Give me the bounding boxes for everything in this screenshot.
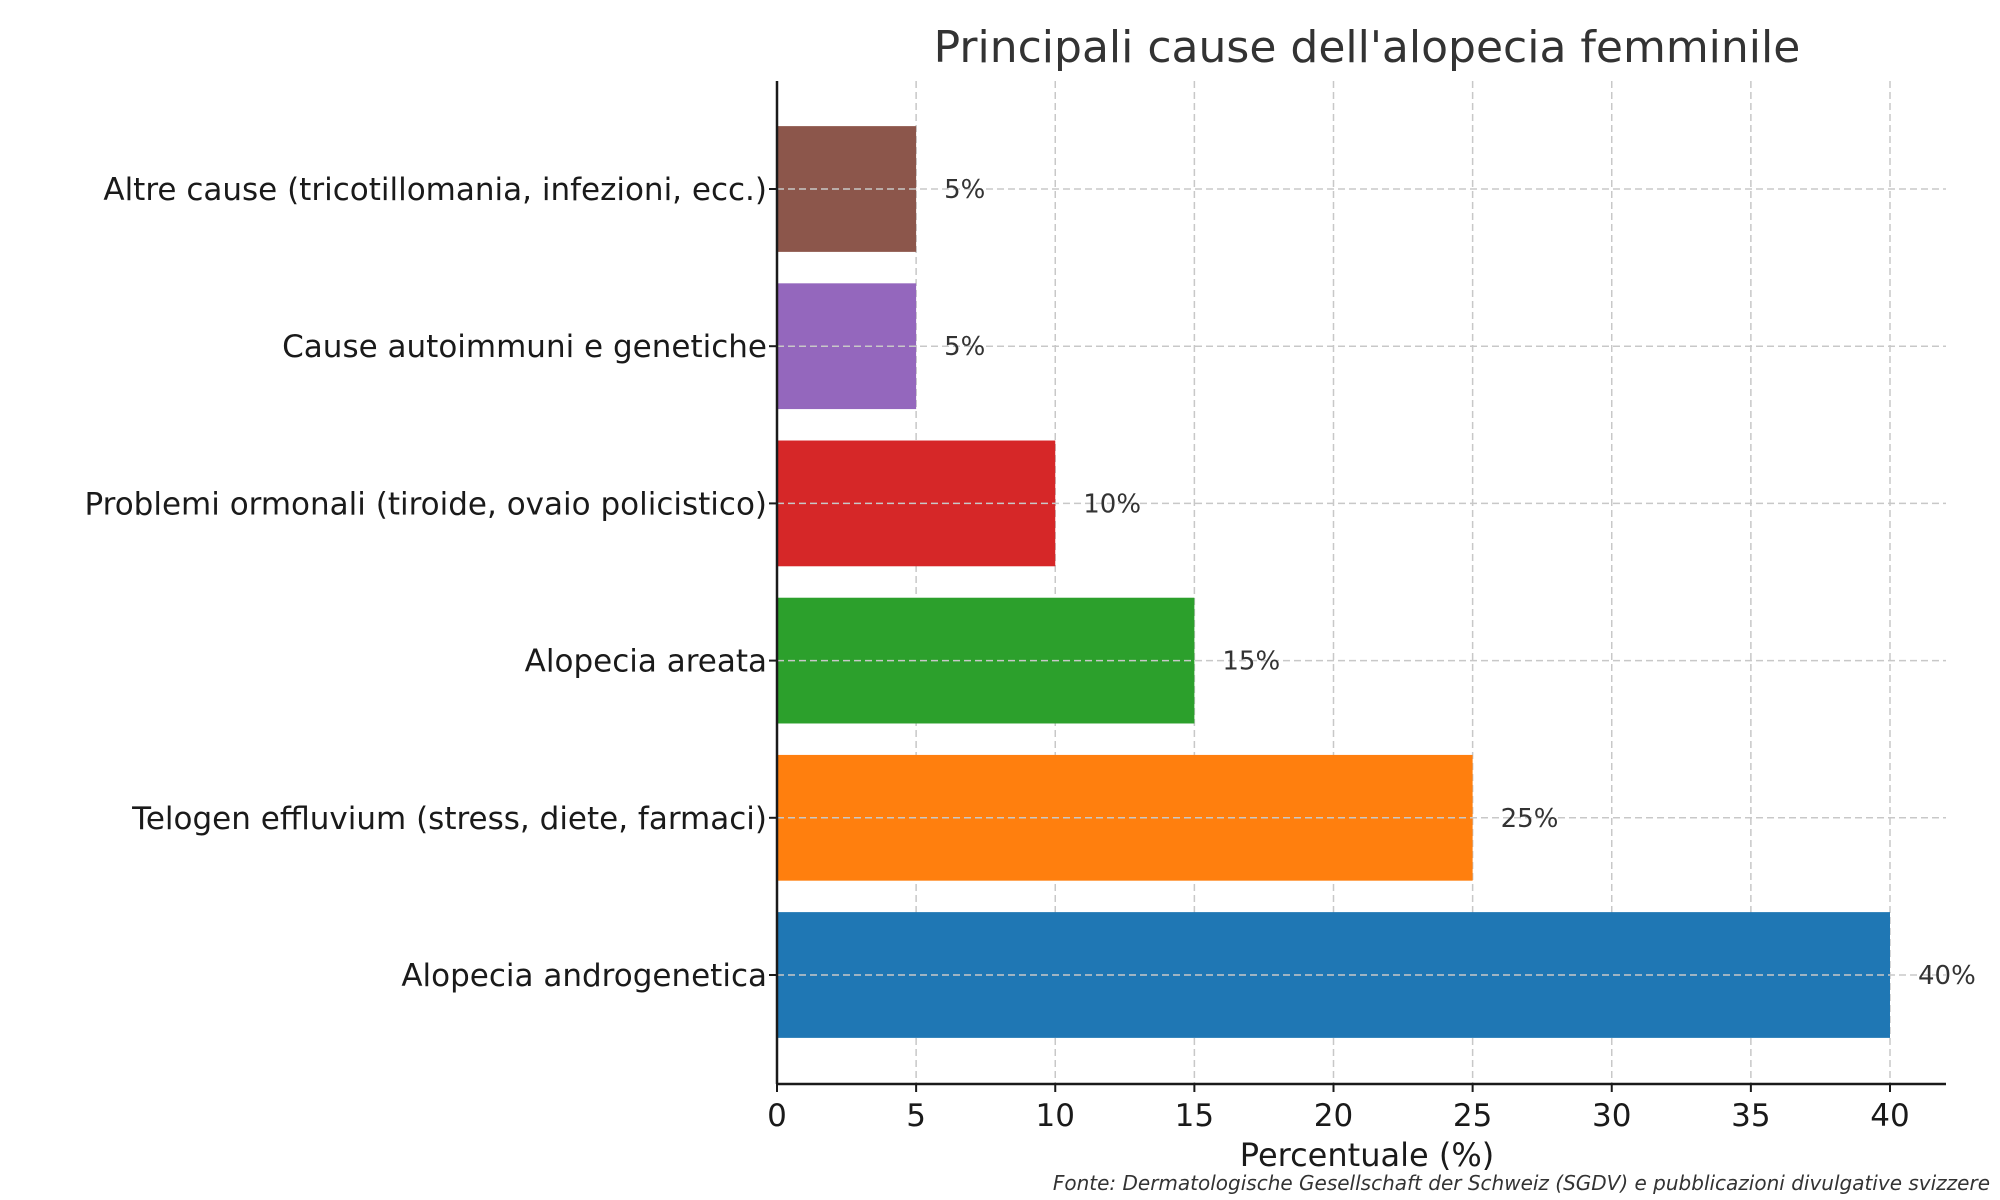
y-tick-label: Alopecia areata <box>525 644 767 680</box>
y-axis-ticks: Alopecia androgenetica Telogen effluvium … <box>84 172 777 994</box>
x-tick-label: 15 <box>1175 1098 1214 1134</box>
x-axis-ticks: 0 5 10 15 20 25 30 35 40 <box>767 1084 1910 1134</box>
x-tick-label: 0 <box>767 1098 787 1134</box>
x-tick-label: 5 <box>906 1098 926 1134</box>
bar-value-label: 15% <box>1222 647 1280 677</box>
y-tick-label: Altre cause (tricotillomania, infezioni,… <box>103 172 767 208</box>
x-tick-label: 25 <box>1453 1098 1492 1134</box>
horizontal-grid-lines <box>777 188 1946 976</box>
chart-title: Principali cause dell'alopecia femminile <box>934 22 1801 73</box>
bar-value-label: 25% <box>1501 804 1559 834</box>
bar-value-label: 5% <box>944 175 985 205</box>
bar-value-label: 10% <box>1083 489 1141 519</box>
value-labels: 40% 25% 15% 10% 5% 5% <box>944 175 1976 991</box>
y-tick-label: Alopecia androgenetica <box>401 958 767 994</box>
x-tick-label: 20 <box>1314 1098 1353 1134</box>
y-tick-label: Cause autoimmuni e genetiche <box>282 329 767 365</box>
bar-value-label: 5% <box>944 332 985 362</box>
grid-lines <box>915 81 1891 1084</box>
x-tick-label: 35 <box>1731 1098 1770 1134</box>
x-tick-label: 10 <box>1036 1098 1075 1134</box>
x-axis-label: Percentuale (%) <box>1240 1136 1494 1174</box>
x-tick-label: 30 <box>1592 1098 1631 1134</box>
x-tick-label: 40 <box>1870 1098 1909 1134</box>
y-tick-label: Problemi ormonali (tiroide, ovaio polici… <box>84 486 767 522</box>
bar-value-label: 40% <box>1918 961 1976 991</box>
source-note: Fonte: Dermatologische Gesellschaft der … <box>1053 1171 1990 1195</box>
y-tick-label: Telogen effluvium (stress, diete, farmac… <box>131 801 767 837</box>
